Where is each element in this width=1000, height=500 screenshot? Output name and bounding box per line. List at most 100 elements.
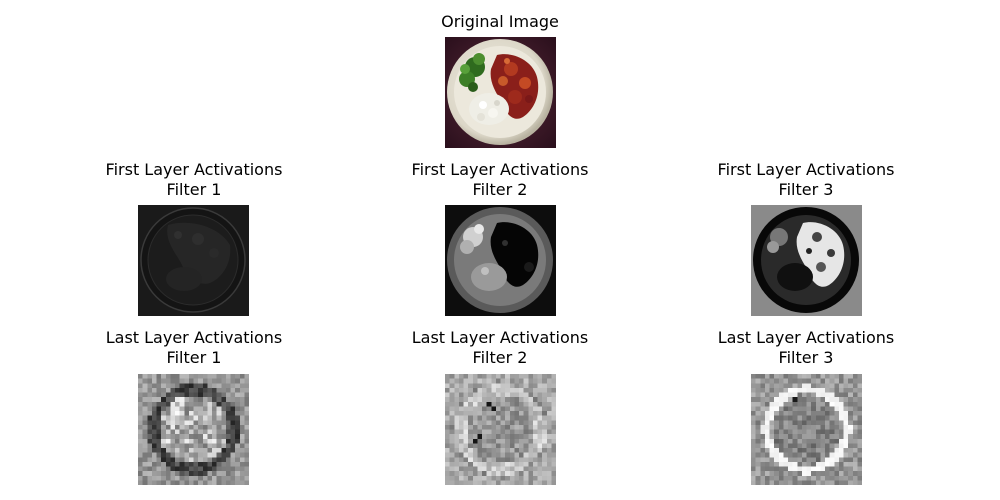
activation-pixel — [184, 374, 190, 379]
activation-pixel — [142, 420, 148, 426]
activation-pixel — [792, 457, 798, 463]
activation-pixel — [774, 452, 780, 458]
activation-pixel — [138, 457, 143, 463]
activation-pixel — [751, 457, 756, 463]
activation-pixel — [797, 420, 803, 426]
activation-pixel — [244, 415, 249, 421]
activation-pixel — [463, 466, 469, 472]
activation-pixel — [202, 397, 208, 403]
activation-pixel — [542, 461, 548, 467]
activation-pixel — [188, 475, 194, 481]
activation-pixel — [857, 466, 862, 472]
activation-pixel — [449, 411, 455, 416]
activation-pixel — [179, 378, 185, 384]
activation-pixel — [477, 452, 483, 458]
activation-pixel — [820, 448, 826, 453]
activation-pixel — [523, 471, 529, 477]
activation-pixel — [179, 424, 185, 430]
activation-pixel — [500, 434, 506, 440]
activation-pixel — [848, 401, 854, 407]
activation-pixel — [491, 443, 497, 449]
activation-pixel — [458, 438, 464, 444]
activation-pixel — [491, 415, 497, 421]
activation-pixel — [528, 452, 534, 458]
activation-pixel — [514, 378, 520, 384]
activation-pixel — [778, 448, 784, 453]
activation-pixel — [811, 415, 817, 421]
activation-pixel — [820, 466, 826, 472]
activation-pixel — [811, 406, 817, 412]
activation-pixel — [505, 457, 511, 463]
activation-pixel — [454, 452, 460, 458]
activation-pixel — [834, 392, 840, 398]
activation-pixel — [774, 383, 780, 389]
activation-pixel — [170, 429, 176, 435]
activation-pixel — [778, 387, 784, 393]
activation-pixel — [239, 392, 245, 398]
activation-pixel — [811, 429, 817, 435]
activation-pixel — [147, 466, 153, 472]
activation-pixel — [445, 434, 450, 440]
activation-pixel — [764, 406, 770, 412]
activation-pixel — [193, 443, 199, 449]
activation-pixel — [477, 461, 483, 467]
activation-pixel — [829, 461, 835, 467]
activation-pixel — [542, 475, 548, 481]
activation-pixel — [848, 475, 854, 481]
activation-pixel — [505, 397, 511, 403]
activation-pixel — [546, 415, 552, 421]
activation-pixel — [230, 466, 236, 472]
activation-pixel — [519, 466, 524, 472]
activation-pixel — [221, 401, 227, 407]
activation-pixel — [198, 420, 204, 426]
activation-pixel — [834, 443, 840, 449]
activation-pixel — [848, 457, 854, 463]
activation-pixel — [792, 401, 798, 407]
activation-pixel — [806, 480, 812, 485]
activation-pixel — [852, 383, 858, 389]
activation-pixel — [477, 475, 483, 481]
activation-pixel — [142, 378, 148, 384]
activation-pixel — [783, 443, 789, 449]
activation-pixel — [235, 424, 241, 430]
activation-pixel — [551, 387, 556, 393]
activation-pixel — [463, 429, 469, 435]
activation-pixel — [500, 387, 506, 393]
activation-pixel — [857, 415, 862, 421]
activation-pixel — [852, 401, 858, 407]
activation-pixel — [815, 457, 821, 463]
activation-pixel — [193, 387, 199, 393]
activation-pixel — [225, 415, 231, 421]
activation-pixel — [755, 466, 761, 472]
activation-pixel — [449, 383, 455, 389]
activation-pixel — [848, 434, 854, 440]
activation-pixel — [764, 378, 770, 384]
activation-pixel — [801, 452, 807, 458]
activation-pixel — [820, 387, 826, 393]
activation-pixel — [760, 429, 766, 435]
activation-pixel — [546, 457, 552, 463]
activation-pixel — [519, 378, 524, 384]
activation-pixel — [165, 383, 171, 389]
activation-pixel — [202, 443, 208, 449]
activation-pixel — [482, 480, 487, 485]
activation-pixel — [212, 471, 217, 477]
activation-pixel — [801, 392, 807, 398]
activation-pixel — [188, 411, 194, 416]
activation-pixel — [207, 452, 213, 458]
activation-pixel — [165, 471, 171, 477]
activation-pixel — [463, 411, 469, 416]
activation-pixel — [551, 424, 556, 430]
activation-pixel — [239, 378, 245, 384]
activation-pixel — [783, 411, 789, 416]
activation-pixel — [156, 457, 162, 463]
activation-pixel — [806, 457, 812, 463]
activation-pixel — [755, 378, 761, 384]
activation-pixel — [198, 434, 204, 440]
activation-pixel — [783, 374, 789, 379]
activation-pixel — [509, 411, 515, 416]
activation-pixel — [825, 415, 830, 421]
activation-pixel — [500, 475, 506, 481]
activation-pixel — [848, 424, 854, 430]
activation-pixel — [142, 411, 148, 416]
